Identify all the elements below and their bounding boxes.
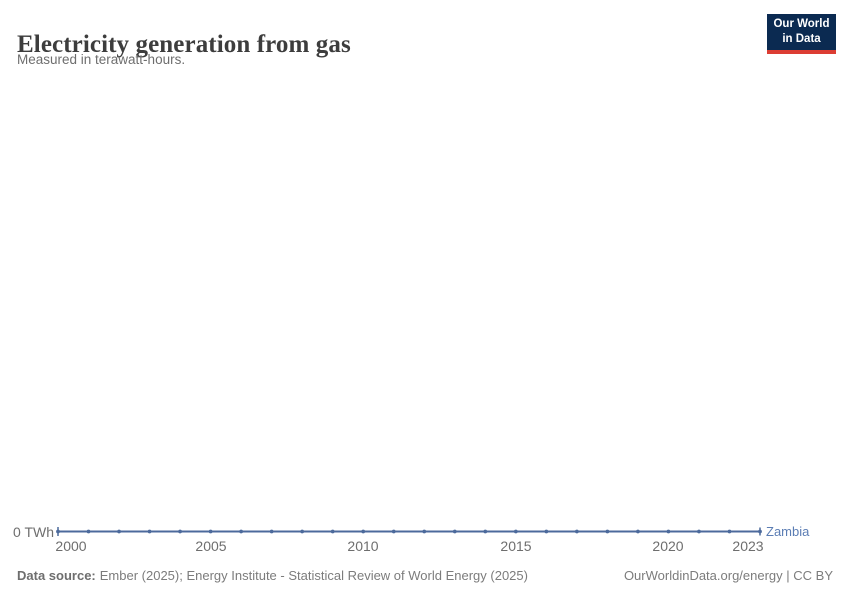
data-point-marker bbox=[56, 529, 60, 534]
x-tick-label: 2000 bbox=[55, 538, 87, 554]
data-point-marker bbox=[727, 529, 732, 534]
data-point-marker bbox=[330, 529, 335, 534]
data-point-marker bbox=[605, 529, 610, 534]
data-point-marker bbox=[697, 529, 701, 534]
x-tick-label: 2015 bbox=[500, 538, 532, 554]
data-point-marker bbox=[574, 529, 579, 534]
data-point-marker bbox=[178, 529, 182, 534]
chart-subtitle: Measured in terawatt-hours. bbox=[17, 52, 186, 67]
data-point-marker bbox=[269, 529, 274, 534]
chart-title: Electricity generation from gas bbox=[17, 30, 351, 58]
data-point-marker bbox=[239, 529, 244, 534]
data-point-marker bbox=[361, 529, 366, 534]
x-tick-label: 2020 bbox=[652, 538, 684, 554]
owid-logo[interactable]: Our World in Data bbox=[767, 14, 836, 54]
data-point-marker bbox=[513, 529, 518, 534]
data-point-marker bbox=[147, 529, 152, 534]
x-tick-label: 2010 bbox=[347, 538, 379, 554]
data-point-marker bbox=[483, 529, 488, 534]
data-point-marker bbox=[86, 529, 91, 534]
entity-label-zambia[interactable]: Zambia bbox=[766, 524, 810, 539]
data-point-marker bbox=[208, 529, 213, 534]
chart-footer: Data source: Ember (2025); Energy Institu… bbox=[17, 568, 833, 583]
data-point-marker bbox=[391, 529, 396, 534]
data-point-marker bbox=[666, 529, 671, 534]
owid-logo-line2: in Data bbox=[782, 33, 821, 45]
data-source-label: Data source: bbox=[17, 568, 96, 583]
y-axis-zero-label: 0 TWh bbox=[13, 524, 54, 540]
x-tick-label: 2023 bbox=[732, 538, 764, 554]
owid-footer-link[interactable]: OurWorldinData.org/energy | CC BY bbox=[623, 568, 833, 583]
data-point-marker bbox=[758, 529, 762, 534]
data-point-marker bbox=[422, 529, 427, 534]
data-point-marker bbox=[452, 529, 457, 534]
owid-logo-line1: Our World bbox=[773, 18, 830, 31]
data-source-text[interactable]: Ember (2025); Energy Institute - Statist… bbox=[99, 568, 528, 583]
data-point-marker bbox=[117, 529, 121, 534]
x-tick-label: 2005 bbox=[195, 538, 227, 554]
data-point-marker bbox=[636, 529, 640, 534]
data-source: Data source: Ember (2025); Energy Institu… bbox=[17, 568, 528, 583]
data-point-marker bbox=[300, 529, 305, 534]
x-axis-labels: 2000 2005 2010 2015 2020 2023 bbox=[0, 538, 850, 556]
data-point-marker bbox=[544, 529, 549, 534]
